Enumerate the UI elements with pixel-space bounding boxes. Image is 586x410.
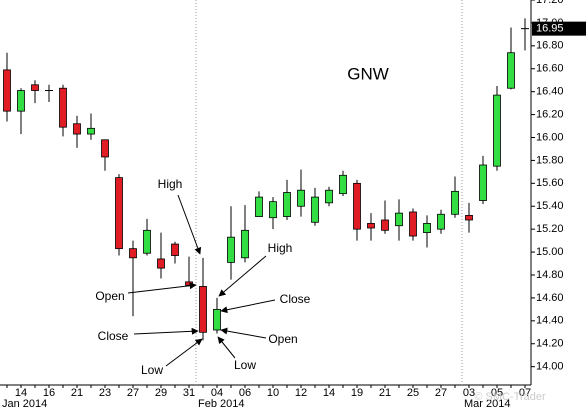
y-tick-label: 14.40 [536,315,564,327]
candle-body [241,229,249,259]
chart-title: GNW [347,64,389,83]
x-tick-label: 25 [407,387,419,399]
y-tick-label: 15.40 [536,200,564,212]
last-price-box [532,21,586,36]
candle-body [465,215,473,221]
candle-body [381,219,389,231]
candle-body [507,52,515,89]
x-tick-label: 23 [99,387,111,399]
y-tick-label: 16.60 [536,63,564,75]
y-tick-label: 16.40 [536,86,564,98]
candle-body [367,223,375,229]
annotation-label: Low [234,358,256,372]
x-tick-label: 10 [267,387,279,399]
x-tick-label: 06 [239,387,251,399]
y-tick-label: 16.00 [536,131,564,143]
x-tick-label: 03 [463,387,475,399]
candle-body [451,190,459,215]
y-tick-label: 14.80 [536,269,564,281]
x-tick-label: 21 [71,387,83,399]
candle-body [199,286,207,333]
candle-body [213,308,221,331]
candle-body [255,196,263,217]
candle-body [325,189,333,204]
candle-body [157,258,165,269]
candle-body [423,223,431,234]
candle-body [437,213,445,230]
annotation-arrow [220,299,276,314]
annotation-label: High [268,241,293,255]
annotation-label: Low [141,363,163,377]
candle-body [171,243,179,256]
y-tick-label: 14.60 [536,292,564,304]
month-label: Jan 2014 [2,398,47,410]
candle-body [143,229,151,254]
candle-body [297,189,305,207]
candle-body [283,192,291,217]
candle-body [101,139,109,158]
candle-body [73,123,81,135]
y-tick-label: 14.00 [536,361,564,373]
annotation-arrow [127,282,197,294]
x-tick-label: 14 [323,387,335,399]
x-tick-label: 14 [15,387,27,399]
watermark: © SMC-Trader [474,391,546,403]
y-tick-label: 16.20 [536,108,564,120]
candle-body [87,127,95,135]
candle-body [339,174,347,195]
y-tick-label: 15.60 [536,177,564,189]
month-label: Mar 2014 [464,398,510,410]
candle-body [31,84,39,91]
annotation-label: Close [98,329,129,343]
last-price-label: 16.95 [536,23,564,35]
x-tick-label: 07 [519,387,531,399]
annotation-label: Open [268,332,297,346]
y-tick-label: 15.00 [536,246,564,258]
x-tick-label: 12 [295,387,307,399]
y-tick-label: 15.80 [536,154,564,166]
candle-body [115,177,123,250]
x-tick-label: 04 [211,387,223,399]
x-tick-label: 21 [379,387,391,399]
candle-body [3,69,11,112]
y-tick-label: 14.20 [536,338,564,350]
y-tick-label: 17.20 [536,0,564,6]
x-tick-label: 31 [183,387,195,399]
candle-body [479,164,487,201]
candle-body [395,212,403,227]
annotation-arrow [217,336,236,359]
annotation-label: Open [95,289,124,303]
candle-body [59,87,67,128]
x-tick-label: 16 [43,387,55,399]
annotation-arrow [133,327,199,335]
annotation-label: Close [280,292,311,306]
candle-body [17,90,25,112]
annotation-arrow [165,338,203,367]
annotation-arrow [218,255,267,297]
x-tick-label: 27 [127,387,139,399]
month-label: Feb 2014 [198,398,244,410]
x-tick-label: 29 [155,387,167,399]
x-tick-label: 05 [491,387,503,399]
candle-body [269,201,277,219]
annotation-arrow [177,194,202,255]
y-tick-label: 16.80 [536,40,564,52]
candle-body [185,281,193,286]
annotation-arrow [220,327,267,339]
candle-body [353,182,361,230]
candle-body [311,196,319,223]
x-tick-label: 19 [351,387,363,399]
candle-body [129,248,137,259]
x-tick-label: 27 [435,387,447,399]
candle-body [493,94,501,167]
candle-body [227,236,235,263]
candle-body [409,211,417,237]
annotation-label: High [158,177,183,191]
y-tick-label: 15.20 [536,223,564,235]
